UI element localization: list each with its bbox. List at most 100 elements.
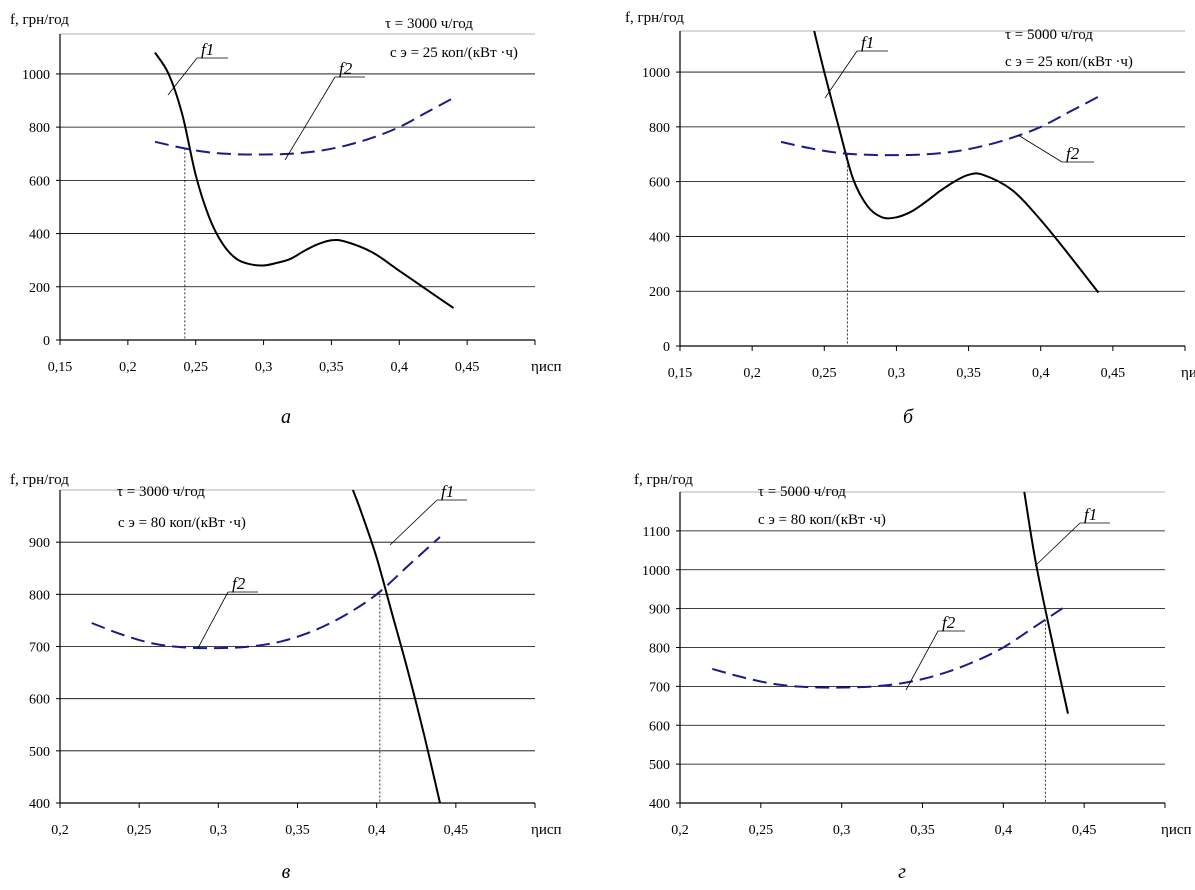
label-leader-line xyxy=(167,57,198,96)
x-tick-label: 0,15 xyxy=(48,360,73,375)
y-tick-label: 0 xyxy=(43,334,50,349)
y-tick-label: 200 xyxy=(649,285,670,300)
y-tick-label: 800 xyxy=(29,121,50,136)
x-tick-label: 0,45 xyxy=(444,823,469,838)
label-leader-line xyxy=(389,499,438,546)
series-line-f1 xyxy=(351,489,441,804)
y-axis-label: f, грн/год xyxy=(10,12,69,28)
panel-caption: в xyxy=(282,861,291,883)
x-tick-label: 0,35 xyxy=(956,366,981,381)
x-tick-label: 0,2 xyxy=(671,823,689,838)
y-tick-label: 1000 xyxy=(22,68,50,83)
x-tick-label: 0,25 xyxy=(183,360,208,375)
x-tick-label: 0,45 xyxy=(455,360,480,375)
chart-panel-а: 0 200 400 600 800 1000 0,15 0,2 0,25 0,3 0,35 0,4 0,… xyxy=(10,12,562,428)
series-line-f2 xyxy=(712,603,1069,689)
x-tick-label: 0,35 xyxy=(285,823,310,838)
x-tick-label: 0,35 xyxy=(319,360,344,375)
y-tick-label: 600 xyxy=(29,174,50,189)
x-tick-label: 0,4 xyxy=(995,823,1013,838)
y-tick-label: 700 xyxy=(649,680,670,695)
y-tick-label: 500 xyxy=(29,745,50,760)
series-label-f1: f1 xyxy=(1084,505,1097,524)
x-tick-label: 0,2 xyxy=(743,366,761,381)
y-tick-label: 1000 xyxy=(642,564,670,579)
series-label-f2: f2 xyxy=(942,613,956,632)
y-tick-label: 0 xyxy=(663,340,670,355)
series-line-f2 xyxy=(780,95,1099,157)
y-axis-label: f, грн/год xyxy=(625,10,684,26)
y-tick-label: 600 xyxy=(649,719,670,734)
annotation-cost: c э = 25 коп/(кВт ·ч) xyxy=(1005,54,1133,70)
annotation-tau: τ = 3000 ч/год xyxy=(385,16,473,32)
x-tick-label: 0,2 xyxy=(51,823,69,838)
y-tick-label: 1100 xyxy=(643,525,670,540)
series-line-f2 xyxy=(91,536,441,650)
annotation-tau: τ = 5000 ч/год xyxy=(1005,27,1093,43)
annotation-tau: τ = 5000 ч/год xyxy=(758,484,846,500)
panel-caption: а xyxy=(281,406,291,428)
chart-panel-г: 400 500 600 700 800 900 1000 1100 0,2 0,25 0,3 0,35… xyxy=(634,472,1192,883)
annotation-cost: c э = 80 коп/(кВт ·ч) xyxy=(118,515,246,531)
y-tick-label: 400 xyxy=(29,228,50,243)
x-tick-label: 0,45 xyxy=(1101,366,1126,381)
x-tick-label: 0,35 xyxy=(910,823,935,838)
x-tick-label: 0,4 xyxy=(1032,366,1050,381)
x-tick-label: 0,25 xyxy=(749,823,774,838)
series-label-f1: f1 xyxy=(861,33,874,52)
series-label-f1: f1 xyxy=(441,482,454,501)
x-tick-label: 0,25 xyxy=(127,823,152,838)
series-label-f2: f2 xyxy=(232,574,246,593)
x-tick-label: 0,4 xyxy=(368,823,386,838)
y-tick-label: 800 xyxy=(649,642,670,657)
x-tick-label: 0,15 xyxy=(668,366,693,381)
x-tick-label: 0,4 xyxy=(391,360,409,375)
series-line-f1 xyxy=(813,30,1100,294)
panel-caption: г xyxy=(898,861,906,883)
series-line-f1 xyxy=(1023,491,1069,714)
y-axis-label: f, грн/год xyxy=(634,472,693,488)
panel-caption: б xyxy=(903,406,914,428)
series-label-f1: f1 xyxy=(201,40,214,59)
y-tick-label: 400 xyxy=(29,797,50,812)
annotation-cost: c э = 80 коп/(кВт ·ч) xyxy=(758,512,886,528)
series-line-f1 xyxy=(154,52,455,309)
y-tick-label: 600 xyxy=(649,176,670,191)
x-axis-label: ηисп xyxy=(1161,822,1192,838)
y-tick-label: 200 xyxy=(29,281,50,296)
y-tick-label: 900 xyxy=(29,536,50,551)
x-axis-label: ηисп xyxy=(1181,365,1195,381)
x-tick-label: 0,3 xyxy=(255,360,273,375)
label-leader-line xyxy=(1034,522,1081,567)
y-tick-label: 500 xyxy=(649,758,670,773)
chart-panel-в: 400 500 600 700 800 900 0,2 0,25 0,3 0,35 0,4 0,45 η… xyxy=(10,472,562,883)
label-leader-line xyxy=(197,591,229,649)
y-tick-label: 400 xyxy=(649,797,670,812)
y-tick-label: 600 xyxy=(29,693,50,708)
x-axis-label: ηисп xyxy=(531,822,562,838)
y-tick-label: 800 xyxy=(649,121,670,136)
y-axis-label: f, грн/год xyxy=(10,472,69,488)
chart-panel-б: 0 200 400 600 800 1000 0,15 0,2 0,25 0,3 0,35 0,4 0,… xyxy=(625,10,1195,428)
y-tick-label: 700 xyxy=(29,641,50,656)
label-leader-line xyxy=(284,76,336,161)
annotation-tau: τ = 3000 ч/год xyxy=(117,484,205,500)
x-tick-label: 0,3 xyxy=(888,366,906,381)
x-tick-label: 0,2 xyxy=(119,360,137,375)
label-leader-line xyxy=(1017,134,1063,163)
x-tick-label: 0,3 xyxy=(210,823,228,838)
y-tick-label: 900 xyxy=(649,603,670,618)
y-tick-label: 1000 xyxy=(642,66,670,81)
series-label-f2: f2 xyxy=(339,59,353,78)
x-tick-label: 0,25 xyxy=(812,366,837,381)
y-tick-label: 800 xyxy=(29,588,50,603)
label-leader-line xyxy=(905,630,939,691)
x-tick-label: 0,45 xyxy=(1072,823,1097,838)
series-label-f2: f2 xyxy=(1066,144,1080,163)
annotation-cost: c э = 25 коп/(кВт ·ч) xyxy=(390,45,518,61)
series-line-f2 xyxy=(154,97,455,156)
x-tick-label: 0,3 xyxy=(833,823,851,838)
y-tick-label: 400 xyxy=(649,230,670,245)
x-axis-label: ηисп xyxy=(531,359,562,375)
